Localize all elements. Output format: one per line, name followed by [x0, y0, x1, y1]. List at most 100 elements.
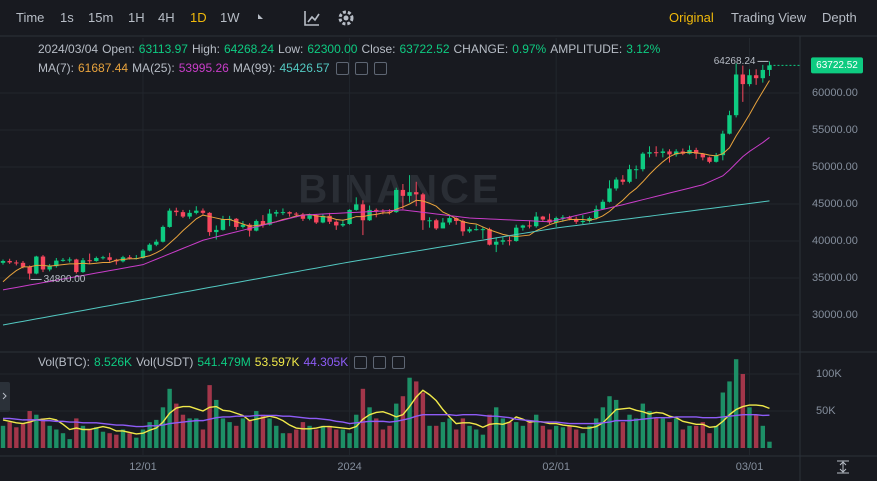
view-tab[interactable]: Trading View [731, 10, 807, 25]
indicator-icon[interactable] [304, 11, 320, 26]
candle-body [247, 224, 252, 231]
info-label: Open: [102, 42, 135, 56]
volume-bar [74, 418, 79, 449]
volume-bar [94, 427, 99, 449]
candle-body [760, 69, 766, 79]
candle-body [613, 179, 619, 189]
interval-button[interactable]: 1H [128, 10, 145, 25]
volume-bar [127, 433, 132, 449]
interval-button[interactable]: 1W [220, 10, 240, 25]
candle-body [747, 75, 752, 85]
candle-body [507, 240, 512, 242]
volume-bar [494, 407, 499, 449]
info-value: 3.12% [626, 42, 661, 56]
volume-bar [434, 425, 439, 449]
volume-bar [753, 414, 759, 449]
candle-body [67, 259, 72, 261]
candle-body [447, 218, 452, 223]
volume-bar [540, 425, 546, 449]
dropdown-icon[interactable] [258, 14, 263, 19]
interval-button[interactable]: 15m [88, 10, 114, 25]
candle-body [527, 225, 532, 227]
candle-body [87, 260, 92, 262]
candle-body [667, 151, 672, 155]
axis-reset-icon[interactable] [837, 460, 849, 474]
volume-bar [254, 411, 259, 449]
volume-bar [67, 439, 72, 449]
view-tab[interactable]: Depth [822, 10, 857, 25]
y-tick-label: 50K [816, 405, 836, 417]
volume-bar [80, 425, 86, 449]
volume-bar [534, 414, 539, 449]
candle-body [713, 155, 719, 162]
candle-body [307, 215, 312, 219]
y-tick-label: 50000.00 [812, 161, 858, 173]
candle-body [27, 266, 32, 274]
volume-bar [474, 429, 479, 449]
info-label: High: [191, 42, 220, 56]
volume-bar [620, 422, 626, 449]
volume-bar [327, 425, 332, 449]
candle-body [607, 188, 612, 202]
legend-gear-button[interactable] [354, 61, 368, 75]
candle-body [400, 189, 406, 196]
legend-eye-button[interactable] [354, 355, 368, 369]
volume-bar [247, 419, 252, 449]
candle-body [467, 229, 472, 232]
volume-bar [214, 399, 219, 449]
volume-bar [287, 433, 292, 449]
candle-body [420, 194, 426, 221]
volume-bar [733, 359, 739, 449]
candle-body [0, 260, 6, 263]
volume-bar [274, 425, 279, 449]
candle-body [180, 212, 186, 217]
volume-bar [653, 418, 659, 449]
info-value: 64268.24 [223, 42, 275, 56]
candle-body [320, 215, 326, 223]
ma-value: 53995.26 [178, 61, 229, 75]
legend-close-button[interactable] [392, 355, 406, 369]
volume-bar [227, 422, 232, 449]
ohlc-info: 2024/03/04 Open: 63113.97 High: 64268.24 Low… [38, 42, 660, 56]
vol-ma-value: 53.597K [254, 355, 300, 369]
volume-bar [394, 403, 399, 449]
candle-body [260, 221, 266, 225]
volume-bar [334, 429, 339, 449]
volume-bar [354, 414, 359, 449]
candle-body [394, 189, 399, 213]
volume-bar [107, 433, 112, 449]
x-tick-label: 12/01 [129, 461, 157, 473]
volume-ma-line [3, 414, 770, 428]
candle-body [440, 222, 446, 229]
volume-legend: Vol(BTC): 8.526K Vol(USDT) 541.479M 53.597K 4… [38, 355, 406, 369]
interval-button[interactable]: 4H [158, 10, 175, 25]
volume-bar [220, 418, 226, 449]
grid [0, 38, 800, 456]
candle-body [234, 218, 239, 227]
interval-button[interactable]: 1s [60, 10, 74, 25]
candle-body [60, 259, 66, 261]
volume-bar [707, 433, 712, 449]
legend-close-button[interactable] [373, 61, 387, 75]
candle-body [740, 74, 746, 85]
candle-body [340, 223, 346, 226]
interval-button[interactable]: 1D [190, 10, 207, 25]
candle-body [194, 210, 199, 213]
volume-bar [627, 414, 632, 449]
settings-icon[interactable] [338, 10, 354, 26]
ma-line [2, 80, 770, 283]
volume-bar [140, 429, 146, 449]
candle-body [520, 225, 526, 228]
y-tick-label: 100K [816, 368, 842, 380]
y-tick-label: 40000.00 [812, 235, 858, 247]
legend-gear-button[interactable] [373, 355, 387, 369]
info-date: 2024/03/04 [38, 42, 99, 56]
candle-body [387, 211, 392, 213]
view-tab[interactable]: Original [669, 10, 714, 25]
interval-button[interactable]: Time [16, 10, 45, 25]
volume-bar [454, 429, 459, 449]
candle-body [214, 229, 219, 233]
volume-bar [120, 429, 126, 449]
volume-bar [740, 374, 746, 449]
legend-eye-button[interactable] [335, 61, 349, 75]
